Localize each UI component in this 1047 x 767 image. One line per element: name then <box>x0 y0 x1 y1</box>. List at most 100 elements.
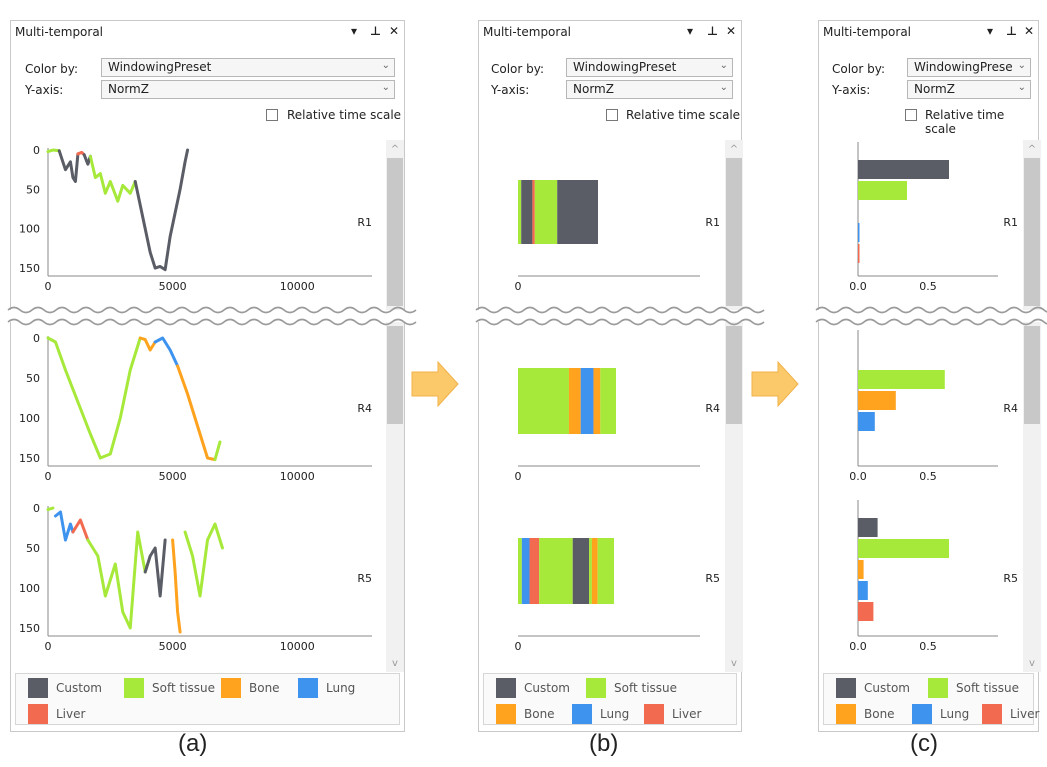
dropdown-caret-icon[interactable]: ▾ <box>687 24 694 38</box>
series-line-soft-tissue <box>213 440 222 462</box>
y-axis-select[interactable]: NormZ ⌄ <box>101 80 395 99</box>
row-label: R5 <box>357 572 372 585</box>
bar-segment-soft-tissue <box>539 538 573 604</box>
legend-label: Liver <box>672 707 702 721</box>
arrow-a-to-b <box>411 360 459 408</box>
scroll-down-icon: v <box>1029 658 1035 669</box>
relative-time-checkbox[interactable] <box>606 109 618 121</box>
bar-segment-soft-tissue <box>597 538 614 604</box>
legend-swatch <box>928 678 948 698</box>
bar-soft-tissue <box>858 370 945 389</box>
pin-icon[interactable]: ⊥ <box>370 24 381 38</box>
legend-label: Bone <box>864 707 895 721</box>
scrollbar-c-thumb-lower <box>1024 326 1040 424</box>
scroll-up-icon: ^ <box>1028 144 1036 155</box>
panel-title: Multi-temporal <box>15 25 104 39</box>
x-tick-label: 5000 <box>159 280 187 293</box>
y-tick-label: 100 <box>19 582 40 595</box>
series-line-custom <box>143 538 167 598</box>
series-line-bone <box>176 364 217 462</box>
axis-break-c-gap <box>816 310 1042 322</box>
legend-swatch <box>298 678 318 698</box>
scrollbar-a-thumb-lower <box>387 326 403 424</box>
legend-swatch <box>586 678 606 698</box>
bar-segment-custom <box>557 180 598 244</box>
y-axis-label: Y-axis: <box>832 83 871 97</box>
row-label: R1 <box>357 216 372 229</box>
pin-icon[interactable]: ⊥ <box>707 24 718 38</box>
series-line-soft-tissue <box>183 522 224 598</box>
scrollbar-a-thumb-upper <box>387 158 403 306</box>
y-tick-label: 50 <box>26 183 40 196</box>
bar-lung <box>858 223 860 242</box>
legend-swatch <box>28 678 48 698</box>
legend-swatch <box>28 704 48 724</box>
dropdown-caret-icon[interactable]: ▾ <box>351 24 358 38</box>
color-by-label: Color by: <box>491 62 545 76</box>
row-label: R4 <box>357 402 372 415</box>
series-line-soft-tissue <box>88 154 137 203</box>
axis-break-c-line-bottom <box>815 318 1047 326</box>
row-label: R5 <box>1003 572 1018 585</box>
bar-segment-liver <box>529 538 540 604</box>
bar-segment-liver <box>532 180 535 244</box>
y-tick-label: 150 <box>19 452 40 465</box>
x-tick-label: 0.5 <box>919 280 937 293</box>
scrollbar-c-thumb-upper <box>1024 158 1040 306</box>
axis-break-b-line-bottom <box>475 318 765 326</box>
y-tick-label: 150 <box>19 622 40 635</box>
color-by-select[interactable]: WindowingPrese ⌄ <box>907 58 1031 77</box>
y-tick-label: 50 <box>26 542 40 555</box>
series-line-lung <box>53 510 75 542</box>
chevron-down-icon: ⌄ <box>1017 82 1026 93</box>
x-tick-label: 0.0 <box>849 470 867 483</box>
x-tick-label: 0.5 <box>919 470 937 483</box>
y-axis-value: NormZ <box>108 82 149 96</box>
close-icon[interactable]: ✕ <box>1024 24 1035 38</box>
x-tick-label: 0.5 <box>919 640 937 653</box>
series-line-custom <box>133 148 190 272</box>
close-icon[interactable]: ✕ <box>389 24 400 38</box>
bar-custom <box>858 518 878 537</box>
relative-time-checkbox[interactable] <box>266 109 278 121</box>
color-by-value: WindowingPrese <box>914 60 1013 74</box>
y-tick-label: 50 <box>26 372 40 385</box>
y-axis-select[interactable]: NormZ ⌄ <box>566 80 733 99</box>
color-by-select[interactable]: WindowingPreset ⌄ <box>566 58 733 77</box>
close-icon[interactable]: ✕ <box>726 24 737 38</box>
legend-label: Lung <box>940 707 970 721</box>
scroll-down-icon: v <box>731 658 737 669</box>
bar-segment-lung <box>580 368 594 434</box>
x-tick-label: 0 <box>515 280 522 293</box>
pin-icon[interactable]: ⊥ <box>1006 24 1017 38</box>
legend-label: Bone <box>249 681 280 695</box>
relative-time-label: Relative time scale <box>287 108 402 122</box>
legend: Custom Soft tissue Bone Lung Liver <box>823 673 1039 725</box>
bar-segment-bone <box>568 368 581 434</box>
x-tick-label: 0.0 <box>849 640 867 653</box>
legend-label: Soft tissue <box>956 681 1020 695</box>
bar-lung <box>858 412 875 431</box>
dropdown-caret-icon[interactable]: ▾ <box>987 24 994 38</box>
color-by-label: Color by: <box>25 62 79 76</box>
y-tick-label: 150 <box>19 262 40 275</box>
color-by-select[interactable]: WindowingPreset ⌄ <box>101 58 395 77</box>
bar-segment-soft-tissue <box>600 368 616 434</box>
y-tick-label: 0 <box>33 502 40 515</box>
legend-swatch <box>124 678 144 698</box>
caption-b: (b) <box>589 730 619 757</box>
y-axis-select[interactable]: NormZ ⌄ <box>907 80 1031 99</box>
y-axis-label: Y-axis: <box>25 83 64 97</box>
chevron-down-icon: ⌄ <box>719 82 728 93</box>
legend-label: Custom <box>524 681 570 695</box>
axis-break-c-line-top <box>815 306 1047 314</box>
color-by-value: WindowingPreset <box>108 60 212 74</box>
panel-titlebar: Multi-temporal ▾ ⊥ ✕ <box>479 21 741 43</box>
caption-c: (c) <box>910 730 938 757</box>
chevron-down-icon: ⌄ <box>719 60 728 71</box>
relative-time-checkbox[interactable] <box>905 109 917 121</box>
legend-swatch <box>496 704 516 724</box>
axis-break-b-line-top <box>475 306 765 314</box>
y-tick-label: 100 <box>19 223 40 236</box>
